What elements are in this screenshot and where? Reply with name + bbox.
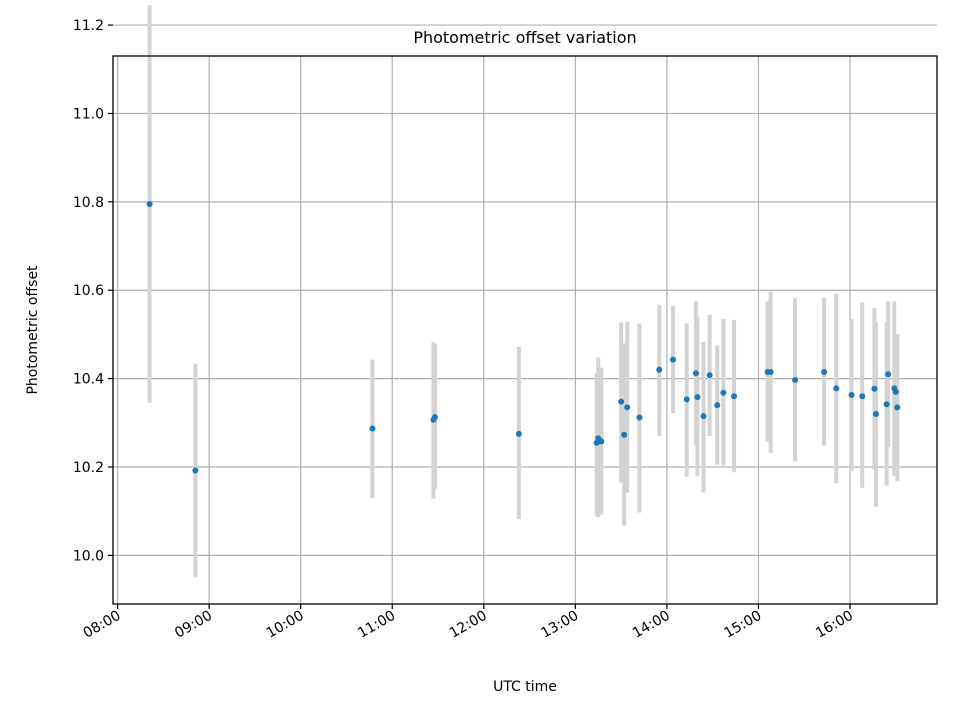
data-point bbox=[694, 394, 701, 401]
x-tick-label: 15:00 bbox=[722, 608, 765, 642]
data-point bbox=[192, 467, 199, 474]
data-point bbox=[792, 376, 799, 383]
x-tick-label: 09:00 bbox=[172, 608, 215, 642]
x-tick-label: 10:00 bbox=[264, 608, 307, 642]
data-point bbox=[656, 366, 663, 373]
data-point bbox=[848, 391, 855, 398]
y-tick-label: 10.0 bbox=[73, 548, 104, 564]
data-point bbox=[369, 425, 376, 432]
x-tick-label: 12:00 bbox=[447, 608, 490, 642]
data-point bbox=[731, 393, 738, 400]
data-point bbox=[621, 431, 628, 438]
x-axis-label: UTC time bbox=[493, 679, 557, 695]
data-point bbox=[636, 414, 643, 421]
x-tick-label: 13:00 bbox=[538, 608, 581, 642]
data-point bbox=[714, 402, 721, 409]
y-axis-label: Photometric offset bbox=[25, 265, 41, 395]
data-point bbox=[894, 404, 901, 411]
data-point bbox=[872, 410, 879, 417]
chart-title: Photometric offset variation bbox=[413, 28, 636, 47]
plot-frame bbox=[112, 55, 938, 605]
x-tick-label: 14:00 bbox=[630, 608, 673, 642]
data-point bbox=[885, 371, 892, 378]
data-points bbox=[146, 201, 901, 474]
errorbars bbox=[147, 5, 900, 578]
data-point bbox=[431, 414, 438, 421]
data-point bbox=[720, 389, 727, 396]
ticks: 08:00 09:00 10:00 11:00 12:00 13:00 14:00 15:00… bbox=[73, 18, 856, 642]
data-point bbox=[892, 388, 899, 395]
x-tick-label: 08:00 bbox=[81, 608, 124, 642]
y-tick-label: 10.2 bbox=[73, 460, 104, 476]
data-point bbox=[859, 393, 866, 400]
data-point bbox=[700, 413, 707, 420]
data-point bbox=[670, 356, 677, 363]
x-tick-label: 16:00 bbox=[813, 608, 856, 642]
data-point bbox=[146, 201, 153, 208]
y-tick-label: 10.4 bbox=[73, 372, 104, 388]
data-point bbox=[871, 385, 878, 392]
y-tick-label: 10.6 bbox=[73, 283, 104, 299]
data-point bbox=[692, 370, 699, 377]
grid bbox=[113, 24, 937, 604]
data-point bbox=[821, 368, 828, 375]
data-point bbox=[706, 372, 713, 379]
y-tick-label: 11.0 bbox=[73, 106, 104, 122]
data-point bbox=[598, 438, 605, 445]
data-point bbox=[624, 404, 631, 411]
y-tick-label: 10.8 bbox=[73, 195, 104, 211]
data-point bbox=[767, 368, 774, 375]
data-point bbox=[883, 401, 890, 408]
data-point bbox=[683, 396, 690, 403]
data-point bbox=[618, 398, 625, 405]
data-point bbox=[515, 430, 522, 437]
y-tick-label: 11.2 bbox=[73, 18, 104, 34]
x-tick-label: 11:00 bbox=[355, 608, 398, 642]
data-point bbox=[833, 385, 840, 392]
